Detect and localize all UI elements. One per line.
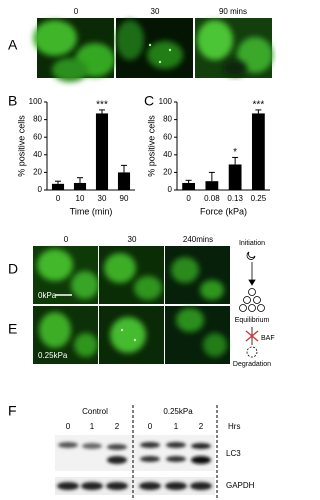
micrograph-grid (33, 246, 230, 364)
bar (51, 183, 65, 190)
y-tick-label: 20 (33, 168, 42, 177)
condition-label: 0.25kPa (38, 351, 68, 360)
panel-letter: A (8, 37, 18, 53)
bar (73, 182, 87, 190)
lane-label: 2 (199, 422, 204, 431)
condition-label: 0kPa (38, 291, 57, 300)
lane-label: 0 (66, 422, 71, 431)
significance: *** (253, 100, 265, 111)
panel-letter: D (8, 261, 18, 277)
bar (95, 113, 109, 190)
pathway-diagram (239, 251, 265, 358)
diagram-label: Initiation (239, 240, 265, 247)
band-label: LC3 (226, 449, 241, 458)
y-tick-label: 0 (38, 185, 43, 194)
x-tick-label: 0.13 (227, 194, 243, 203)
diagram-label: BAF (261, 335, 275, 342)
y-tick-label: 0 (168, 185, 173, 194)
y-axis-label: % positive cells (146, 115, 156, 177)
time-label: 0 (64, 235, 69, 244)
bar (117, 172, 131, 190)
significance: * (233, 147, 237, 158)
panel-letter: E (8, 321, 17, 337)
y-tick-label: 60 (163, 132, 172, 141)
x-tick-label: 0.25 (251, 194, 267, 203)
band-label: GAPDH (226, 481, 255, 490)
x-tick-label: 0 (56, 194, 61, 203)
y-axis-label: % positive cells (16, 115, 26, 177)
panel-letter: C (144, 93, 154, 109)
western-blot (55, 405, 218, 498)
panel-letter: F (8, 403, 17, 419)
significance: *** (96, 100, 108, 111)
time-label: 30 (128, 235, 137, 244)
diagram-label: Equilibrium (235, 317, 270, 324)
group-label: 0.25kPa (163, 407, 193, 416)
time-label: 90 mins (219, 7, 247, 16)
x-tick-label: 90 (120, 194, 129, 203)
y-tick-label: 20 (163, 168, 172, 177)
y-tick-label: 80 (163, 115, 172, 124)
y-tick-label: 60 (33, 132, 42, 141)
diagram-label: Degradation (233, 361, 271, 368)
x-tick-label: 0.08 (204, 194, 220, 203)
x-tick-label: 10 (76, 194, 85, 203)
bar (251, 113, 265, 190)
time-label: 0 (74, 7, 79, 16)
bar (205, 181, 219, 190)
x-tick-label: 30 (98, 194, 107, 203)
unit-label: Hrs (228, 422, 240, 431)
time-label: 240mins (183, 235, 213, 244)
bar (182, 182, 196, 190)
figure: A 0 30 90 mins B C D E 0 30 240mins 0kPa… (8, 7, 275, 498)
y-tick-label: 80 (33, 115, 42, 124)
lane-label: 1 (174, 422, 179, 431)
y-tick-label: 100 (159, 97, 173, 106)
bar (228, 164, 242, 190)
y-tick-label: 100 (29, 97, 43, 106)
y-tick-label: 40 (163, 150, 172, 159)
x-axis-label: Time (min) (70, 206, 113, 216)
x-axis-label: Force (kPa) (200, 206, 247, 216)
lane-label: 1 (90, 422, 95, 431)
y-tick-label: 40 (33, 150, 42, 159)
group-label: Control (82, 407, 108, 416)
panel-letter: B (8, 93, 17, 109)
x-tick-label: 0 (186, 194, 191, 203)
lane-label: 2 (115, 422, 120, 431)
micrograph-row (33, 18, 273, 82)
lane-label: 0 (148, 422, 153, 431)
time-label: 30 (151, 7, 160, 16)
